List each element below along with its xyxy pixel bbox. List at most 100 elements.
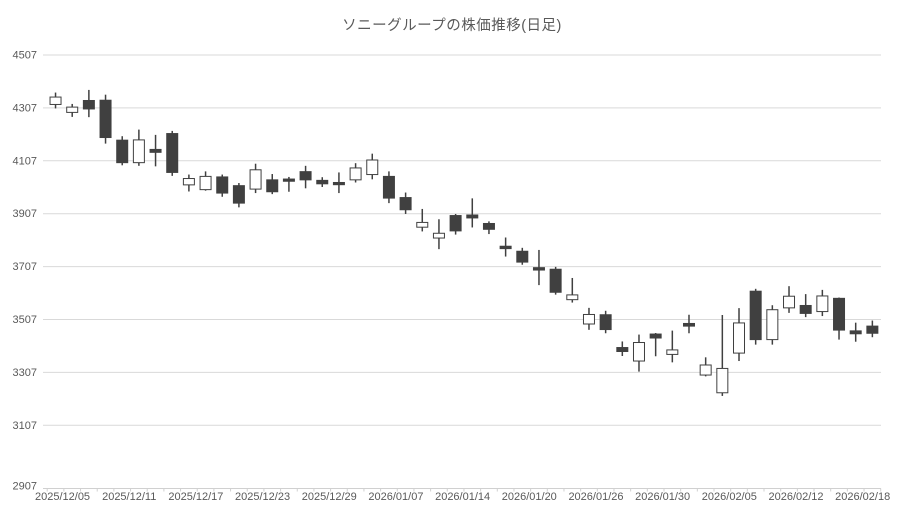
- candle-body-down: [166, 133, 179, 173]
- candle: [199, 171, 212, 191]
- candle-body-up: [366, 159, 379, 176]
- candle: [416, 208, 429, 232]
- candle-body-down: [116, 139, 129, 164]
- x-axis-label: 2026/01/20: [502, 491, 557, 503]
- candle: [316, 177, 329, 187]
- candle-body-up: [716, 367, 729, 394]
- x-axis-label: 2026/02/12: [768, 491, 823, 503]
- x-axis-label: 2026/01/26: [568, 491, 623, 503]
- candle-body-down: [599, 314, 612, 331]
- candle: [682, 314, 695, 334]
- candle: [382, 171, 395, 204]
- candle: [849, 322, 862, 342]
- candle-body-up: [816, 295, 829, 313]
- y-axis-label: 3107: [13, 420, 37, 432]
- x-axis-label: 2025/12/17: [168, 491, 223, 503]
- candle-body-up: [566, 294, 579, 301]
- y-axis-label: 4507: [13, 50, 37, 62]
- candle-body-down: [516, 250, 529, 263]
- candle-body-down: [282, 178, 295, 182]
- x-axis-label: 2026/02/18: [835, 491, 890, 503]
- candle: [549, 266, 562, 295]
- candle: [232, 183, 245, 208]
- candle: [582, 307, 595, 330]
- gridlines: [43, 54, 881, 426]
- candle: [116, 136, 129, 166]
- x-axis-label: 2026/02/05: [702, 491, 757, 503]
- candle: [182, 174, 195, 192]
- candle: [616, 341, 629, 357]
- candle-body-down: [549, 268, 562, 293]
- candle: [366, 153, 379, 180]
- candles: [49, 89, 879, 396]
- candle: [49, 92, 62, 109]
- candle-body-down: [833, 297, 846, 331]
- x-axis-label: 2025/12/29: [302, 491, 357, 503]
- candle: [466, 198, 479, 228]
- y-axis-label: 2907: [13, 481, 37, 493]
- candle: [216, 174, 229, 197]
- candle-body-down: [449, 215, 462, 232]
- candle-body-down: [232, 185, 245, 204]
- candle: [399, 192, 412, 214]
- candle-body-down: [399, 197, 412, 211]
- candle: [766, 305, 779, 345]
- candle: [99, 94, 112, 144]
- candle: [783, 286, 796, 313]
- candle: [749, 288, 762, 345]
- candle-body-up: [182, 178, 195, 186]
- candle-body-down: [382, 175, 395, 199]
- candle-body-up: [249, 169, 262, 190]
- candle-body-down: [482, 222, 495, 230]
- candle: [299, 165, 312, 189]
- candle: [799, 294, 812, 318]
- x-axis: [43, 488, 882, 492]
- candle: [249, 163, 262, 194]
- candle-body-up: [783, 295, 796, 309]
- x-axis-labels: 2025/12/05 2025/12/11 2025/12/17 2025/12/23…: [35, 491, 890, 503]
- candle: [282, 176, 295, 192]
- candle: [516, 247, 529, 265]
- candle: [166, 130, 179, 176]
- candle: [733, 308, 746, 362]
- candle-body-down: [682, 322, 695, 327]
- candle: [132, 129, 145, 166]
- candle: [833, 297, 846, 340]
- candle-body-up: [132, 139, 145, 164]
- candle-body-down: [266, 179, 279, 193]
- y-axis-label: 3307: [13, 367, 37, 379]
- candle-body-down: [649, 333, 662, 339]
- candle-body-down: [799, 304, 812, 314]
- y-axis-label: 4107: [13, 155, 37, 167]
- candle: [816, 289, 829, 317]
- candle-body-up: [632, 342, 645, 362]
- candle-body-down: [466, 214, 479, 219]
- candle-body-down: [299, 171, 312, 181]
- candle: [332, 172, 345, 194]
- candle-body-up: [666, 349, 679, 355]
- candle: [349, 163, 362, 183]
- candle-body-down: [216, 176, 229, 194]
- candle: [482, 221, 495, 235]
- candle-body-up: [199, 175, 212, 191]
- candle-body-up: [699, 364, 712, 376]
- candle: [66, 103, 79, 117]
- y-axis-label: 3707: [13, 261, 37, 273]
- candle-body-down: [149, 148, 162, 153]
- candle-body-up: [733, 322, 746, 354]
- candle: [566, 277, 579, 303]
- candle: [449, 213, 462, 235]
- candle-body-down: [82, 99, 95, 110]
- y-axis-labels: 2907 3107 3307 3507 3707 3907 4107 4307 4507: [13, 50, 37, 493]
- candle-body-down: [616, 347, 629, 353]
- candle-body-up: [66, 106, 79, 113]
- y-axis-label: 3907: [13, 208, 37, 220]
- chart-title: ソニーグループの株価推移(日足): [342, 18, 562, 34]
- candle: [599, 310, 612, 334]
- x-axis-label: 2025/12/23: [235, 491, 290, 503]
- candle: [432, 219, 445, 250]
- candle: [716, 315, 729, 396]
- candle-body-down: [532, 267, 545, 271]
